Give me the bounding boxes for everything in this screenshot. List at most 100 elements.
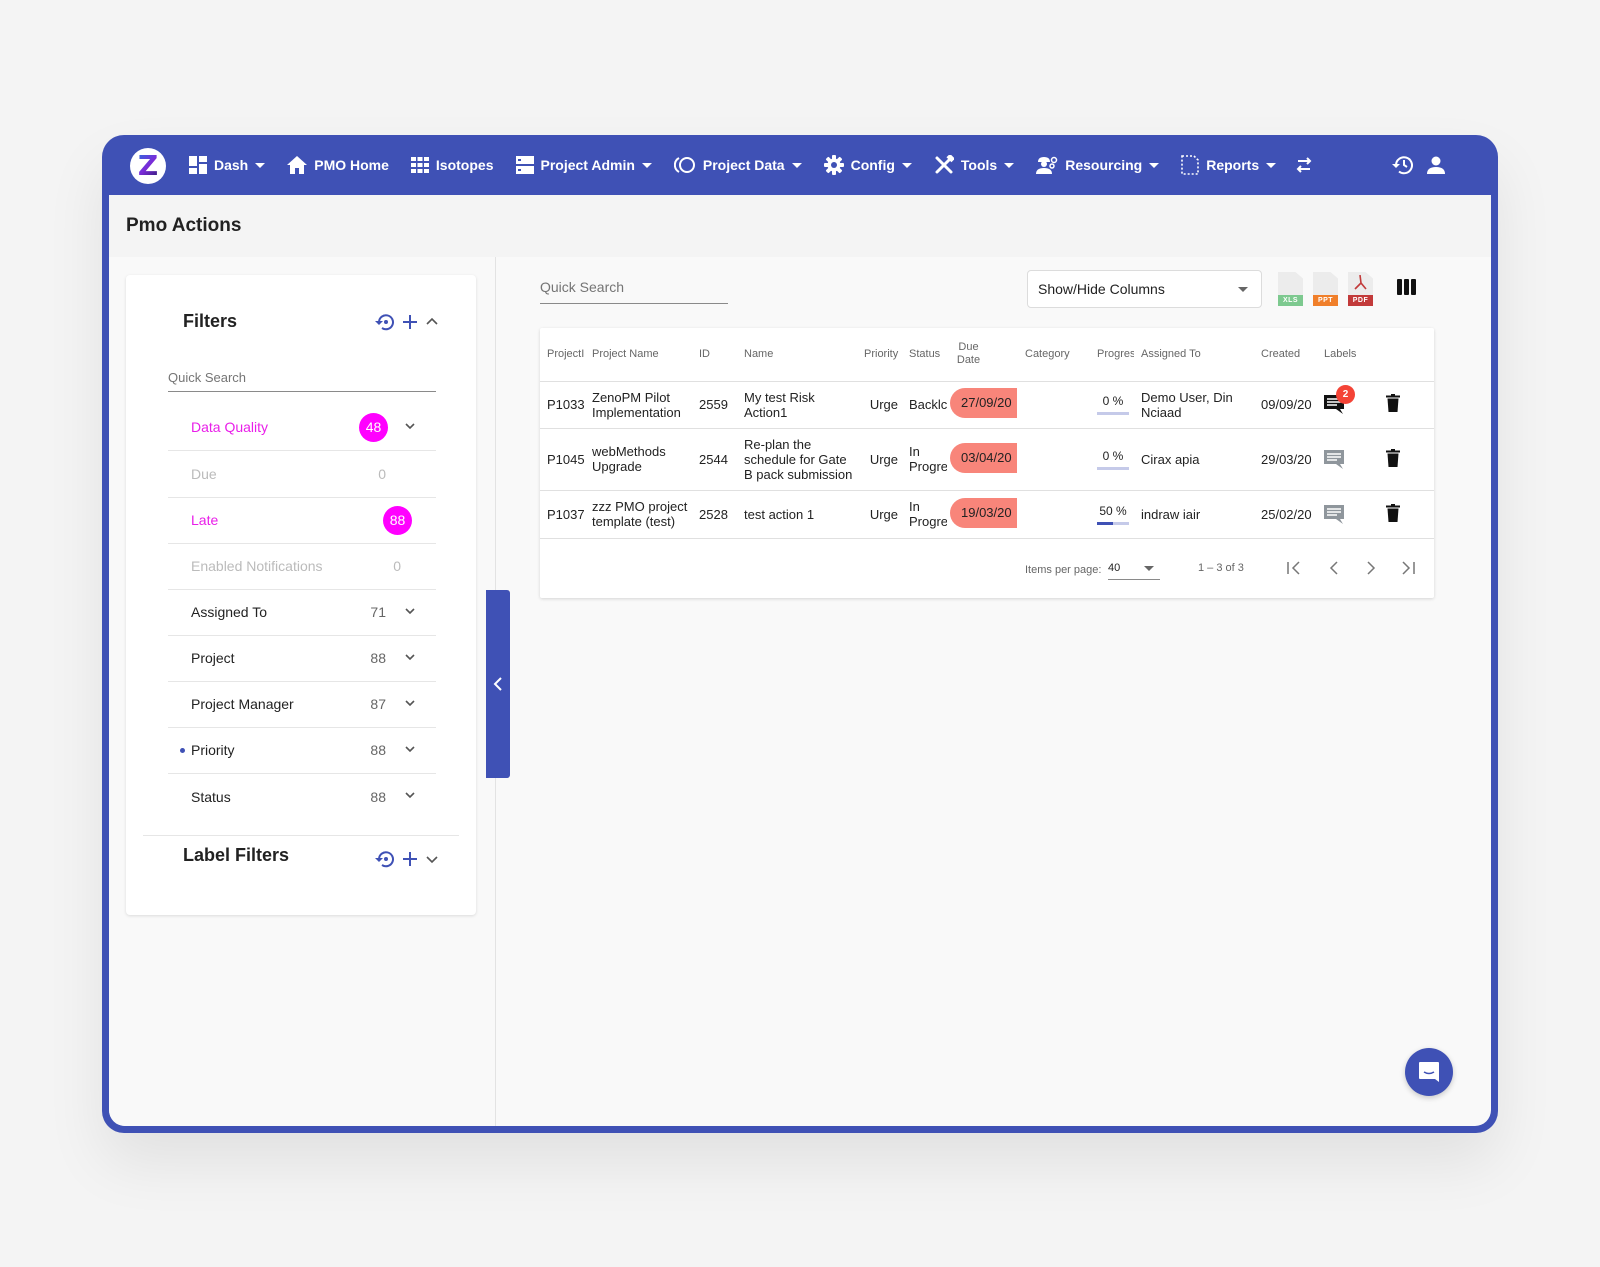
nav-dash[interactable]: Dash: [189, 156, 266, 174]
chevron-down-icon[interactable]: [404, 605, 416, 617]
col-due-date[interactable]: Due Date: [947, 328, 1018, 382]
trash-icon[interactable]: [1386, 448, 1400, 467]
dropdown-arrow-icon: [1238, 287, 1248, 292]
chevron-down-icon[interactable]: [404, 420, 416, 432]
table-row[interactable]: P1033 ZenoPM Pilot Implementation 2559 M…: [540, 381, 1434, 429]
column-view-icon[interactable]: [1397, 279, 1416, 295]
cell-project-id: P1045: [540, 428, 585, 491]
col-priority[interactable]: Priority: [857, 328, 902, 382]
chevron-up-icon[interactable]: [425, 315, 439, 329]
filter-item-priority[interactable]: Priority 88: [168, 727, 436, 774]
filters-title: Filters: [183, 311, 238, 331]
col-project-id[interactable]: ProjectI: [540, 328, 585, 382]
progress-bar: [1097, 521, 1129, 525]
col-name[interactable]: Name: [737, 328, 857, 382]
export-ppt-button[interactable]: PPT: [1313, 272, 1338, 306]
chevron-down-icon[interactable]: [404, 651, 416, 663]
chevron-down-icon[interactable]: [404, 743, 416, 755]
filter-item-late[interactable]: Late 88: [168, 497, 436, 544]
items-per-page-value: 40: [1108, 562, 1121, 574]
page-range: 1 – 3 of 3: [1198, 562, 1244, 574]
actions-main: Show/Hide Columns XLS PPT PDF: [497, 257, 1491, 1126]
items-per-page-select[interactable]: 40: [1108, 562, 1160, 580]
history-button[interactable]: [1391, 135, 1413, 195]
col-status[interactable]: Status: [902, 328, 947, 382]
cell-progress: 0 %: [1090, 381, 1134, 429]
table-row[interactable]: P1037 zzz PMO project template (test) 25…: [540, 490, 1434, 539]
table-row[interactable]: P1045 webMethods Upgrade 2544 Re-plan th…: [540, 428, 1434, 491]
filters-card: Filters Data Quality 48 Due 0: [126, 275, 476, 915]
dropdown-arrow-icon: [1144, 566, 1154, 571]
col-assigned-to[interactable]: Assigned To: [1134, 328, 1254, 382]
filter-item-enabled-notifications[interactable]: Enabled Notifications 0: [168, 543, 436, 590]
section-divider: [143, 835, 459, 836]
collapse-filters-button[interactable]: [486, 590, 510, 778]
nav-config[interactable]: Config: [823, 155, 912, 175]
cell-progress: 0 %: [1090, 428, 1134, 491]
tools-icon: [935, 155, 954, 174]
filter-item-project[interactable]: Project 88: [168, 635, 436, 682]
filter-item-data-quality[interactable]: Data Quality 48: [168, 404, 436, 451]
cell-due-date: 03/04/20: [947, 428, 1018, 491]
nav-reports[interactable]: Reports: [1181, 155, 1277, 175]
filter-item-due[interactable]: Due 0: [168, 451, 436, 498]
reset-filters-icon[interactable]: [375, 312, 395, 332]
filter-label: Priority: [191, 742, 235, 758]
filter-item-project-manager[interactable]: Project Manager 87: [168, 681, 436, 728]
filter-item-status[interactable]: Status 88: [168, 773, 436, 820]
chevron-down-icon[interactable]: [404, 789, 416, 801]
filter-item-assigned-to[interactable]: Assigned To 71: [168, 589, 436, 636]
page-header: Pmo Actions: [109, 195, 1491, 257]
cell-project-name: webMethods Upgrade: [585, 428, 692, 491]
overdue-pill: 19/03/20: [950, 497, 1017, 528]
add-filter-icon[interactable]: [401, 313, 419, 331]
col-labels[interactable]: Labels: [1317, 328, 1366, 382]
nav-isotopes[interactable]: Isotopes: [410, 157, 494, 173]
col-created[interactable]: Created: [1254, 328, 1317, 382]
filters-search-input[interactable]: [168, 370, 436, 385]
cell-priority: Urge: [857, 490, 902, 539]
nav-label: Project Admin: [540, 157, 635, 173]
user-button[interactable]: [1427, 135, 1445, 195]
last-page-icon[interactable]: [1400, 560, 1416, 576]
prev-page-icon[interactable]: [1326, 560, 1342, 576]
chevron-down-icon[interactable]: [425, 852, 439, 866]
nav-resourcing[interactable]: Resourcing: [1036, 156, 1160, 174]
reset-label-filters-icon[interactable]: [375, 849, 395, 869]
add-label-filter-icon[interactable]: [401, 850, 419, 868]
col-project-name[interactable]: Project Name: [585, 328, 692, 382]
nav-label: Isotopes: [435, 157, 494, 173]
table-search-input[interactable]: [540, 279, 728, 295]
nav-pmo-home[interactable]: PMO Home: [287, 156, 389, 174]
cell-project-id: P1033: [540, 381, 585, 429]
trash-icon[interactable]: [1386, 503, 1400, 522]
app-logo[interactable]: Z: [130, 148, 166, 184]
first-page-icon[interactable]: [1286, 560, 1302, 576]
swap-button[interactable]: [1294, 135, 1314, 195]
cell-created: 09/09/20: [1254, 381, 1317, 429]
next-page-icon[interactable]: [1363, 560, 1379, 576]
col-id[interactable]: ID: [692, 328, 737, 382]
nav-label: Config: [850, 157, 895, 173]
nav-project-data[interactable]: Project Data: [673, 156, 802, 174]
chat-support-button[interactable]: [1405, 1048, 1453, 1096]
nav-project-admin[interactable]: Project Admin: [515, 156, 652, 174]
export-xls-button[interactable]: XLS: [1278, 272, 1303, 306]
comments-button[interactable]: [1324, 449, 1344, 469]
main-nav: Dash PMO Home Isotopes Project Admin Pro…: [189, 135, 1298, 195]
export-tag: PDF: [1348, 295, 1373, 306]
col-category[interactable]: Category: [1018, 328, 1090, 382]
trash-icon[interactable]: [1386, 394, 1400, 412]
show-hide-columns-select[interactable]: Show/Hide Columns: [1027, 270, 1262, 308]
comments-button[interactable]: [1324, 504, 1344, 524]
col-progress[interactable]: Progres: [1090, 328, 1134, 382]
nav-tools[interactable]: Tools: [934, 155, 1015, 175]
nav-label: Project Data: [702, 157, 785, 173]
ppt-file-icon: [1313, 272, 1338, 298]
export-pdf-button[interactable]: PDF: [1348, 272, 1373, 306]
cell-name: My test Risk Action1: [737, 381, 857, 429]
comments-button[interactable]: 2: [1324, 385, 1355, 414]
table-search-field[interactable]: [540, 279, 728, 304]
filters-search-field[interactable]: [168, 370, 436, 392]
chevron-down-icon[interactable]: [404, 697, 416, 709]
